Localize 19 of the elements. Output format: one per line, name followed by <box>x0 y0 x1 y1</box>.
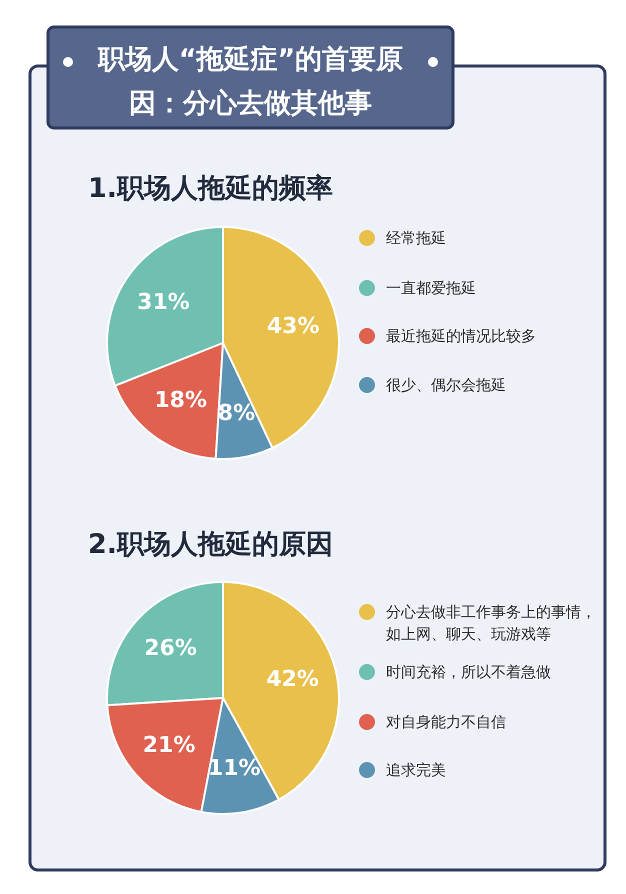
data-label: 42% <box>265 666 320 694</box>
data-label: 26% <box>143 634 198 663</box>
chart-title: 职场人“拖延症”的首要原因：分心去做其他事 <box>96 43 404 121</box>
data-label: 21% <box>142 732 196 760</box>
legend-label: 很少、偶尔会拖延 <box>386 375 507 396</box>
legend-label: 对自身能力不自信 <box>386 712 507 733</box>
legend-label: 最近拖延的情况比较多 <box>386 326 537 347</box>
data-label: 31% <box>136 288 191 317</box>
data-label: 8% <box>218 400 256 426</box>
data-label: 11% <box>206 755 262 784</box>
chart-subtitle: 1.职场人拖延的频率 <box>88 172 334 206</box>
data-label: 18% <box>154 388 208 414</box>
legend-label: 追求完美 <box>386 760 447 781</box>
data-label: 43% <box>266 313 321 342</box>
legend-label: 分心去做非工作事务上的事情，如上网、聊天、玩游戏等 <box>386 602 596 645</box>
legend-label: 时间充裕，所以不着急做 <box>386 662 552 683</box>
chart-title: 2.职场人拖延的原因 <box>88 528 334 562</box>
legend-label: 经常拖延 <box>386 228 447 249</box>
legend-label: 一直都爱拖延 <box>386 278 477 299</box>
